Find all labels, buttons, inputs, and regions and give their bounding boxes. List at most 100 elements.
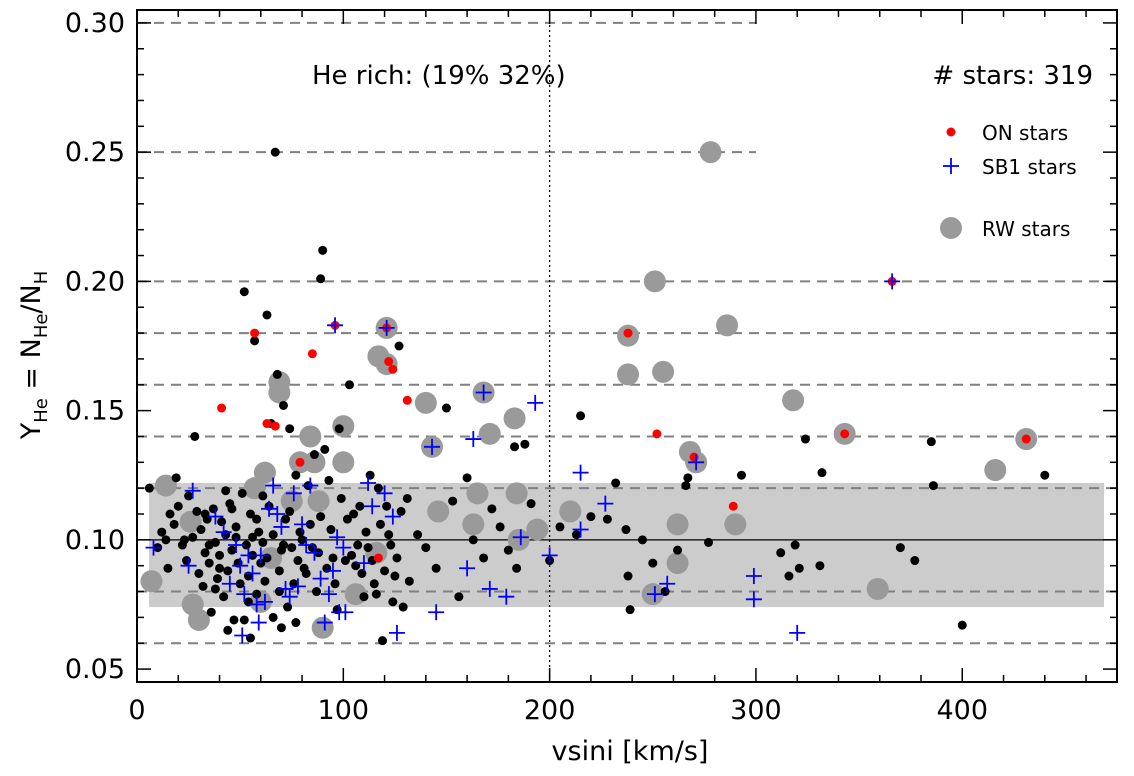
star-point-42 [254, 527, 264, 537]
star-point-158 [291, 618, 301, 628]
sb1-point-59 [745, 568, 762, 585]
rw-point-1 [154, 474, 177, 497]
sb1-point-63 [424, 438, 441, 455]
star-point-61 [293, 556, 303, 566]
rw-point-32 [559, 500, 582, 523]
star-point-126 [784, 571, 794, 581]
rw-point-14 [307, 490, 330, 513]
on-point-0 [217, 403, 227, 413]
rw-point-43 [716, 314, 739, 337]
y-tick-label-2: 0.15 [65, 396, 125, 427]
star-point-15 [198, 581, 208, 591]
star-point-93 [431, 563, 441, 573]
star-point-111 [586, 512, 596, 522]
star-point-114 [621, 525, 631, 535]
x-tick-label-2: 200 [524, 695, 576, 726]
sb1-point-29 [316, 614, 333, 631]
star-point-179 [388, 597, 398, 607]
star-point-84 [378, 636, 388, 646]
on-point-10 [388, 364, 398, 374]
star-point-157 [285, 506, 295, 516]
star-point-52 [274, 566, 284, 576]
rw-point-42 [699, 141, 722, 164]
sb1-point-4 [215, 524, 232, 541]
sb1-point-48 [481, 580, 498, 597]
legend-sb1-stars-symbol [943, 158, 959, 174]
star-point-50 [270, 147, 280, 157]
star-point-72 [330, 579, 340, 589]
star-point-113 [611, 478, 621, 488]
star-point-12 [192, 506, 202, 516]
y-tick-label-5: 0.30 [65, 8, 125, 39]
star-point-125 [776, 548, 786, 558]
rw-point-0 [140, 570, 163, 593]
star-point-159 [295, 527, 305, 537]
star-point-151 [252, 514, 262, 524]
rw-point-30 [507, 528, 530, 551]
star-point-109 [571, 530, 581, 540]
sb1-point-35 [335, 539, 352, 556]
sb1-point-58 [688, 454, 705, 471]
star-point-150 [248, 532, 258, 542]
star-point-98 [468, 535, 478, 545]
star-point-35 [239, 287, 249, 297]
star-point-131 [817, 468, 827, 478]
rw-point-39 [666, 552, 689, 575]
on-point-16 [840, 429, 850, 439]
sb1-point-9 [236, 586, 253, 603]
star-point-34 [237, 488, 247, 498]
sb1-point-6 [228, 537, 245, 554]
star-point-76 [345, 380, 355, 390]
star-point-64 [305, 519, 315, 529]
star-point-27 [223, 566, 233, 576]
on-point-2 [262, 419, 272, 429]
star-point-30 [229, 615, 239, 625]
rw-point-28 [503, 407, 526, 430]
plot-frame [136, 9, 1118, 683]
star-point-103 [510, 442, 520, 452]
legend-on-stars-label: ON stars [982, 121, 1068, 145]
star-point-94 [441, 403, 451, 413]
rw-point-10 [280, 490, 303, 513]
legend-rw-stars-symbol [940, 217, 962, 239]
star-point-6 [173, 501, 183, 511]
sb1-point-50 [512, 529, 529, 546]
star-point-29 [227, 545, 237, 555]
rw-point-23 [427, 500, 450, 523]
star-point-135 [928, 481, 938, 491]
star-point-163 [311, 587, 321, 597]
star-point-45 [260, 576, 270, 586]
y-axis-title-group: YHe = NHe/NH [16, 271, 52, 441]
star-point-105 [520, 439, 530, 449]
rw-point-48 [984, 459, 1007, 482]
star-point-140 [179, 535, 189, 545]
star-point-123 [703, 537, 713, 547]
star-point-3 [161, 535, 171, 545]
star-point-182 [404, 576, 414, 586]
sb1-point-52 [541, 547, 558, 564]
sb1-point-28 [312, 570, 329, 587]
star-point-169 [347, 550, 357, 560]
rw-point-36 [643, 270, 666, 293]
sb1-point-46 [465, 431, 482, 448]
legend: ON stars SB1 stars RW stars [940, 121, 1077, 241]
y-tick-label-4: 0.25 [65, 137, 125, 168]
sb1-point-5 [221, 575, 238, 592]
star-point-139 [171, 473, 181, 483]
star-point-138 [163, 563, 173, 573]
sb1-point-1 [180, 557, 197, 574]
star-point-95 [448, 496, 458, 506]
he-rich-annotation: He rich: (19% 32%) [312, 61, 566, 91]
star-point-78 [353, 540, 363, 550]
star-point-57 [285, 424, 295, 434]
sb1-point-16 [261, 500, 278, 517]
sb1-point-49 [498, 588, 515, 605]
rw-point-2 [179, 510, 202, 533]
star-point-141 [200, 509, 210, 519]
star-point-38 [245, 509, 255, 519]
star-point-4 [165, 509, 175, 519]
star-point-124 [737, 470, 747, 480]
star-point-143 [210, 584, 220, 594]
star-point-173 [363, 543, 373, 553]
rw-point-27 [478, 422, 501, 445]
